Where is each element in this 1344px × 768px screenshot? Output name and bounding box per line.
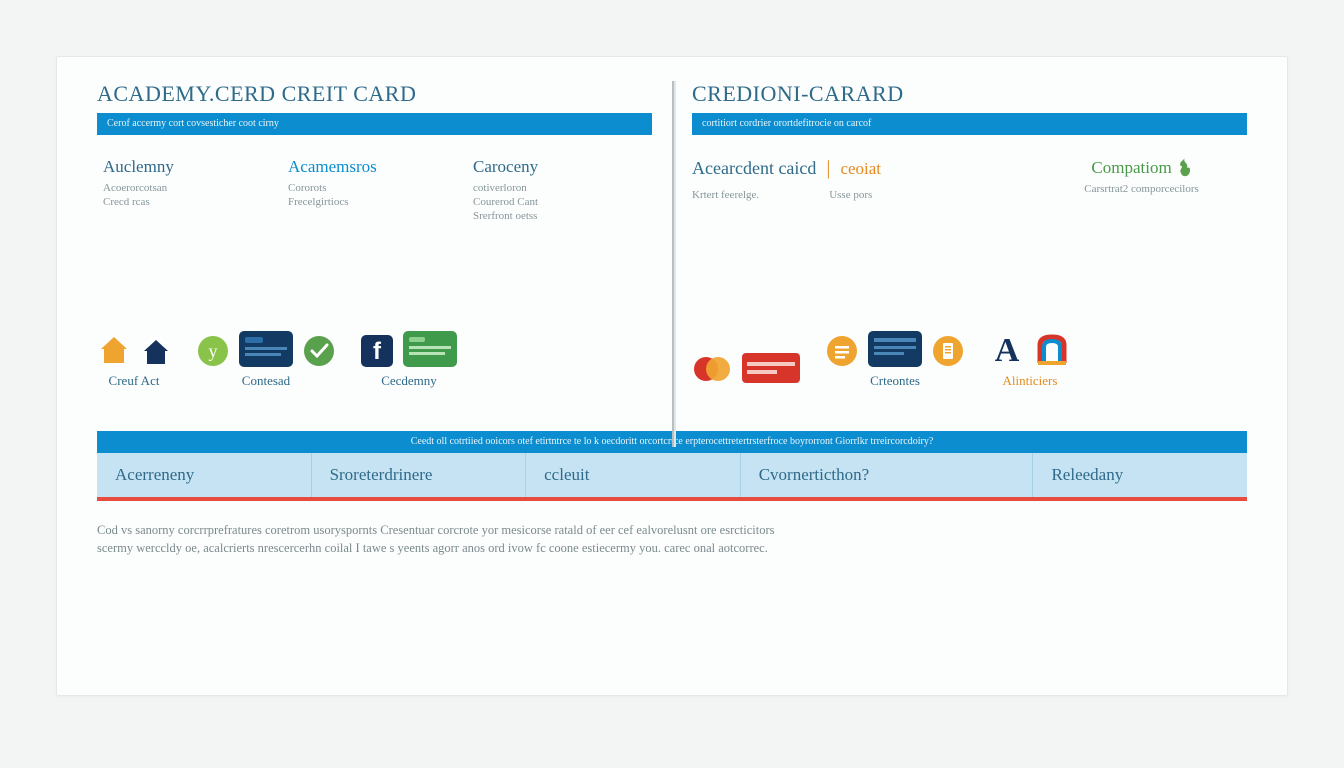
comparison-card: ACADEMY.CERD CREIT CARD Cerof accermy co… bbox=[56, 56, 1288, 696]
right-comparison-title: Compatiom bbox=[1091, 158, 1171, 178]
table-cell-2: Sroreterdrinere bbox=[312, 453, 527, 497]
left-feature-1-sub1: Acoerorcotsan bbox=[103, 181, 276, 195]
table-cell-4: Cvornerticthon? bbox=[741, 453, 1034, 497]
left-feature-2-sub2: Frecelgirtiocs bbox=[288, 195, 461, 209]
left-feature-3-title: Caroceny bbox=[473, 157, 646, 177]
footer-line-1: Cod vs sanorny corcrrprefratures coretro… bbox=[97, 521, 1247, 539]
left-icon-label-1: Creuf Act bbox=[97, 373, 171, 389]
card-red-icon bbox=[742, 353, 800, 383]
svg-text:f: f bbox=[373, 338, 382, 365]
right-icon-label-3: Alinticiers bbox=[990, 373, 1070, 389]
left-icon-label-2: Contesad bbox=[197, 373, 335, 389]
right-icon-label-2: Crteontes bbox=[826, 373, 964, 389]
table-row: Acerreneny Sroreterdrinere ccleuit Cvorn… bbox=[97, 453, 1247, 501]
footer-text: Cod vs sanorny corcrrprefratures coretro… bbox=[97, 521, 1247, 557]
card-green-icon bbox=[403, 331, 457, 367]
disc-orange-icon bbox=[826, 335, 858, 367]
house-orange-icon bbox=[97, 333, 131, 367]
left-subtitle-bar: Cerof accermy cort covsesticher coot cir… bbox=[97, 113, 652, 135]
right-subtitle-bar: cortitiort cordrier orortdefitrocie on c… bbox=[692, 113, 1247, 135]
footer-line-2: scermy werccldy oe, acalcrierts nrescerc… bbox=[97, 539, 1247, 557]
arch-multicolor-icon bbox=[1034, 331, 1070, 367]
left-feature-3-sub3: Srerfront oetss bbox=[473, 209, 646, 223]
letter-a-icon: A bbox=[990, 331, 1024, 367]
left-feature-2-title: Acamemsros bbox=[288, 157, 461, 177]
circle-y-green-icon: y bbox=[197, 335, 229, 367]
separator-icon: | bbox=[826, 157, 830, 180]
right-feature-sub-right: Usse pors bbox=[829, 188, 872, 202]
table-cell-5: Releedany bbox=[1033, 453, 1247, 497]
left-title: ACADEMY.CERD CREIT CARD bbox=[97, 81, 652, 107]
left-feature-3-sub2: Courerod Cant bbox=[473, 195, 646, 209]
card-navy-icon bbox=[239, 331, 293, 367]
doc-orange-icon bbox=[932, 335, 964, 367]
left-feature-1-sub2: Crecd rcas bbox=[103, 195, 276, 209]
svg-text:A: A bbox=[995, 332, 1020, 367]
left-feature-1-title: Auclemny bbox=[103, 157, 276, 177]
card-navy2-icon bbox=[868, 331, 922, 367]
table-cell-3: ccleuit bbox=[526, 453, 741, 497]
left-feature-2-sub1: Cororots bbox=[288, 181, 461, 195]
right-feature-t2: ceoiat bbox=[840, 159, 881, 179]
check-green-icon bbox=[303, 335, 335, 367]
right-feature-t1: Acearcdent caicd bbox=[692, 158, 816, 179]
center-divider bbox=[672, 81, 676, 447]
f-navy-icon: f bbox=[361, 335, 393, 367]
dollar-flame-icon bbox=[1178, 157, 1192, 179]
right-comparison-sub: Carsrtrat2 comporcecilors bbox=[1036, 183, 1247, 195]
svg-text:y: y bbox=[209, 341, 218, 361]
right-feature-sub-left: Krtert feerelge. bbox=[692, 188, 759, 202]
left-feature-3-sub1: cotiverloron bbox=[473, 181, 646, 195]
left-icon-label-3: Cecdemny bbox=[361, 373, 457, 389]
house-navy-icon bbox=[141, 337, 171, 367]
mastercard-icon bbox=[692, 355, 732, 383]
table-cell-1: Acerreneny bbox=[97, 453, 312, 497]
right-title: CREDIONI-CARARD bbox=[692, 81, 1247, 107]
